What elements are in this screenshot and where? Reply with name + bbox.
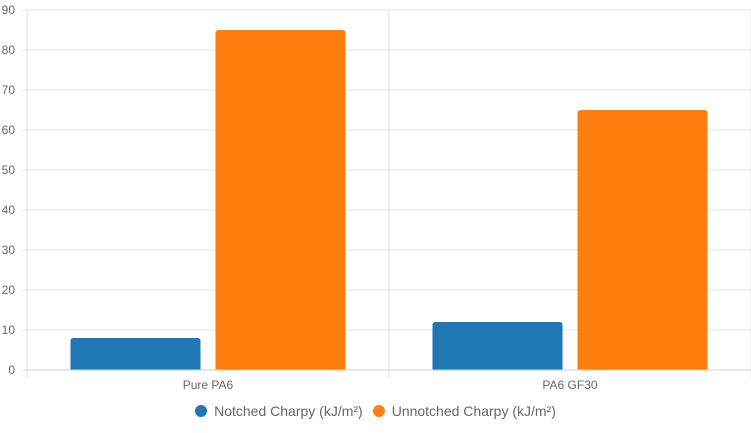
legend-label: Notched Charpy (kJ/m²) [214,403,363,419]
legend-dot-icon [195,405,208,417]
x-category-label: PA6 GF30 [542,378,597,392]
legend-item-unnotched[interactable]: Unnotched Charpy (kJ/m²) [372,403,556,419]
legend-item-notched[interactable]: Notched Charpy (kJ/m²) [195,403,363,419]
y-tick-label: 30 [2,243,16,257]
y-tick-label: 90 [2,3,16,17]
legend-label: Unnotched Charpy (kJ/m²) [391,403,556,419]
y-tick-label: 20 [2,283,16,297]
y-tick-label: 0 [8,363,15,377]
y-tick-label: 60 [2,123,16,137]
legend-dot-icon [372,405,385,417]
grid-lines [22,9,751,378]
legend: Notched Charpy (kJ/m²) Unnotched Charpy … [0,403,751,419]
bar[interactable] [70,338,201,370]
bars [70,30,708,370]
bar[interactable] [215,30,346,370]
bar[interactable] [577,110,708,370]
y-tick-label: 50 [2,163,16,177]
y-tick-label: 10 [2,323,16,337]
y-tick-label: 40 [2,203,16,217]
y-axis: 0 10 20 30 40 50 60 70 80 90 [2,3,16,377]
x-category-label: Pure PA6 [183,378,234,392]
y-tick-label: 70 [2,83,16,97]
x-axis: Pure PA6 PA6 GF30 [27,369,751,392]
bar[interactable] [432,322,563,370]
y-tick-label: 80 [2,43,16,57]
